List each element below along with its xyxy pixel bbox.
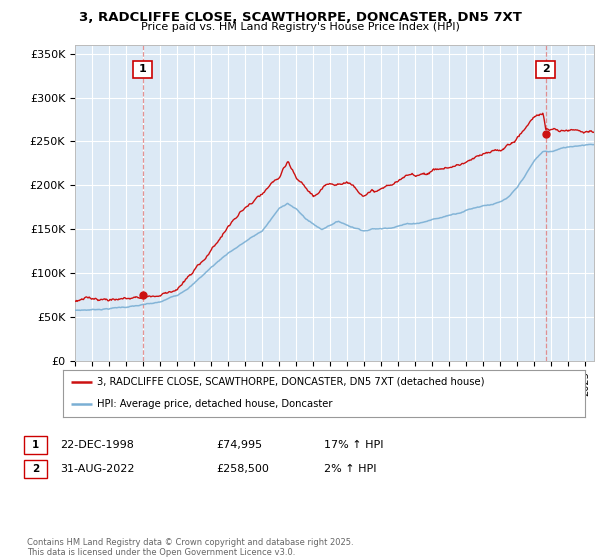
Text: £258,500: £258,500 [216, 464, 269, 474]
FancyBboxPatch shape [536, 60, 555, 78]
Text: 2% ↑ HPI: 2% ↑ HPI [324, 464, 377, 474]
Text: Price paid vs. HM Land Registry's House Price Index (HPI): Price paid vs. HM Land Registry's House … [140, 22, 460, 32]
Text: 3, RADCLIFFE CLOSE, SCAWTHORPE, DONCASTER, DN5 7XT (detached house): 3, RADCLIFFE CLOSE, SCAWTHORPE, DONCASTE… [97, 376, 484, 386]
Text: 1: 1 [139, 63, 146, 73]
Text: Contains HM Land Registry data © Crown copyright and database right 2025.
This d: Contains HM Land Registry data © Crown c… [27, 538, 353, 557]
Text: 3, RADCLIFFE CLOSE, SCAWTHORPE, DONCASTER, DN5 7XT: 3, RADCLIFFE CLOSE, SCAWTHORPE, DONCASTE… [79, 11, 521, 24]
Text: HPI: Average price, detached house, Doncaster: HPI: Average price, detached house, Donc… [97, 399, 332, 409]
Text: 1: 1 [32, 440, 39, 450]
Text: £74,995: £74,995 [216, 440, 262, 450]
Text: 22-DEC-1998: 22-DEC-1998 [60, 440, 134, 450]
FancyBboxPatch shape [133, 60, 152, 78]
Text: 2: 2 [542, 63, 550, 73]
Text: 2: 2 [32, 464, 39, 474]
Text: 17% ↑ HPI: 17% ↑ HPI [324, 440, 383, 450]
Text: 31-AUG-2022: 31-AUG-2022 [60, 464, 134, 474]
